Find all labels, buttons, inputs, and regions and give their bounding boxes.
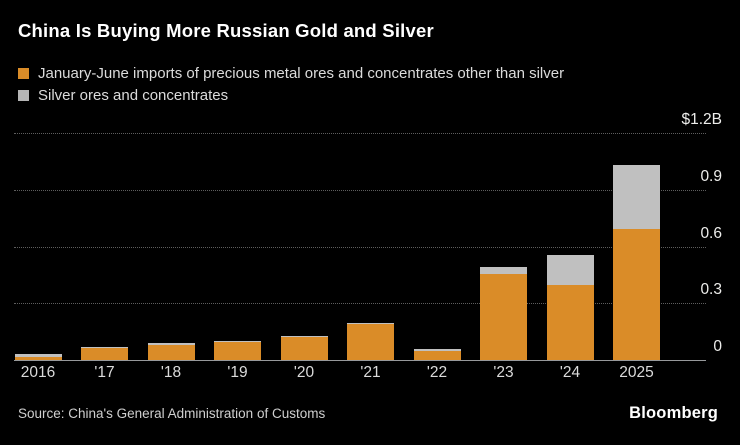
x-tick-label-19: '19: [227, 364, 248, 381]
y-tick-label: 0.6: [700, 224, 722, 242]
bar-21-silver: [347, 322, 394, 325]
bar-22-silver: [413, 349, 461, 351]
x-tick-label-20: '20: [293, 364, 315, 381]
gold-swatch-icon: [18, 67, 29, 79]
bar-2025-gold: [613, 229, 660, 360]
y-tick-label: 0.3: [700, 281, 722, 299]
bar-2016-gold: [14, 356, 62, 360]
x-tick-label-22: '22: [426, 364, 448, 381]
bar-20-gold: [280, 337, 328, 360]
bloomberg-logo: Bloomberg: [629, 404, 718, 422]
bar-19-gold: [214, 342, 261, 360]
gridline: [14, 303, 706, 305]
source-note: Source: China's General Administration o…: [18, 406, 326, 421]
bar-20-silver: [280, 335, 328, 338]
bar-24-gold: [546, 285, 594, 360]
bar-17-silver: [81, 346, 128, 349]
legend-label-silver-ores: Silver ores and concentrates: [38, 86, 229, 104]
bar-23-gold: [480, 273, 527, 360]
bar-2016-silver: [14, 354, 62, 357]
x-tick-label-24: '24: [559, 364, 581, 381]
bar-19-silver: [214, 340, 261, 343]
x-tick-label-2025: 2025: [619, 364, 654, 381]
x-tick-label-2016: 2016: [20, 364, 56, 381]
gridline: [14, 133, 706, 134]
x-tick-label-17: '17: [94, 364, 115, 381]
bar-21-gold: [347, 324, 394, 360]
bar-24-silver: [546, 255, 594, 286]
bar-18-silver: [147, 343, 195, 345]
gridline: [14, 246, 706, 248]
y-tick-label: 0: [713, 338, 722, 355]
legend-label-gold-ores: January-June imports of precious metal o…: [38, 64, 565, 82]
legend-item-silver-ores: Silver ores and concentrates: [18, 84, 564, 106]
x-axis-baseline: [14, 360, 706, 361]
x-tick-label-23: '23: [493, 364, 514, 381]
page-title: China Is Buying More Russian Gold and Si…: [18, 20, 434, 41]
silver-swatch-icon: [18, 89, 29, 101]
y-tick-label: $1.2B: [681, 111, 722, 128]
bar-23-silver: [480, 267, 527, 274]
y-tick-label: 0.9: [700, 167, 722, 185]
x-tick-label-21: '21: [360, 364, 381, 381]
legend-item-gold-ores: January-June imports of precious metal o…: [18, 62, 564, 84]
gridline: [14, 189, 706, 191]
x-tick-label-18: '18: [160, 364, 182, 381]
legend: January-June imports of precious metal o…: [18, 62, 564, 106]
bar-17-gold: [81, 348, 128, 360]
bar-18-gold: [147, 344, 195, 360]
bar-2025-silver: [613, 165, 660, 230]
bar-22-gold: [413, 350, 461, 360]
